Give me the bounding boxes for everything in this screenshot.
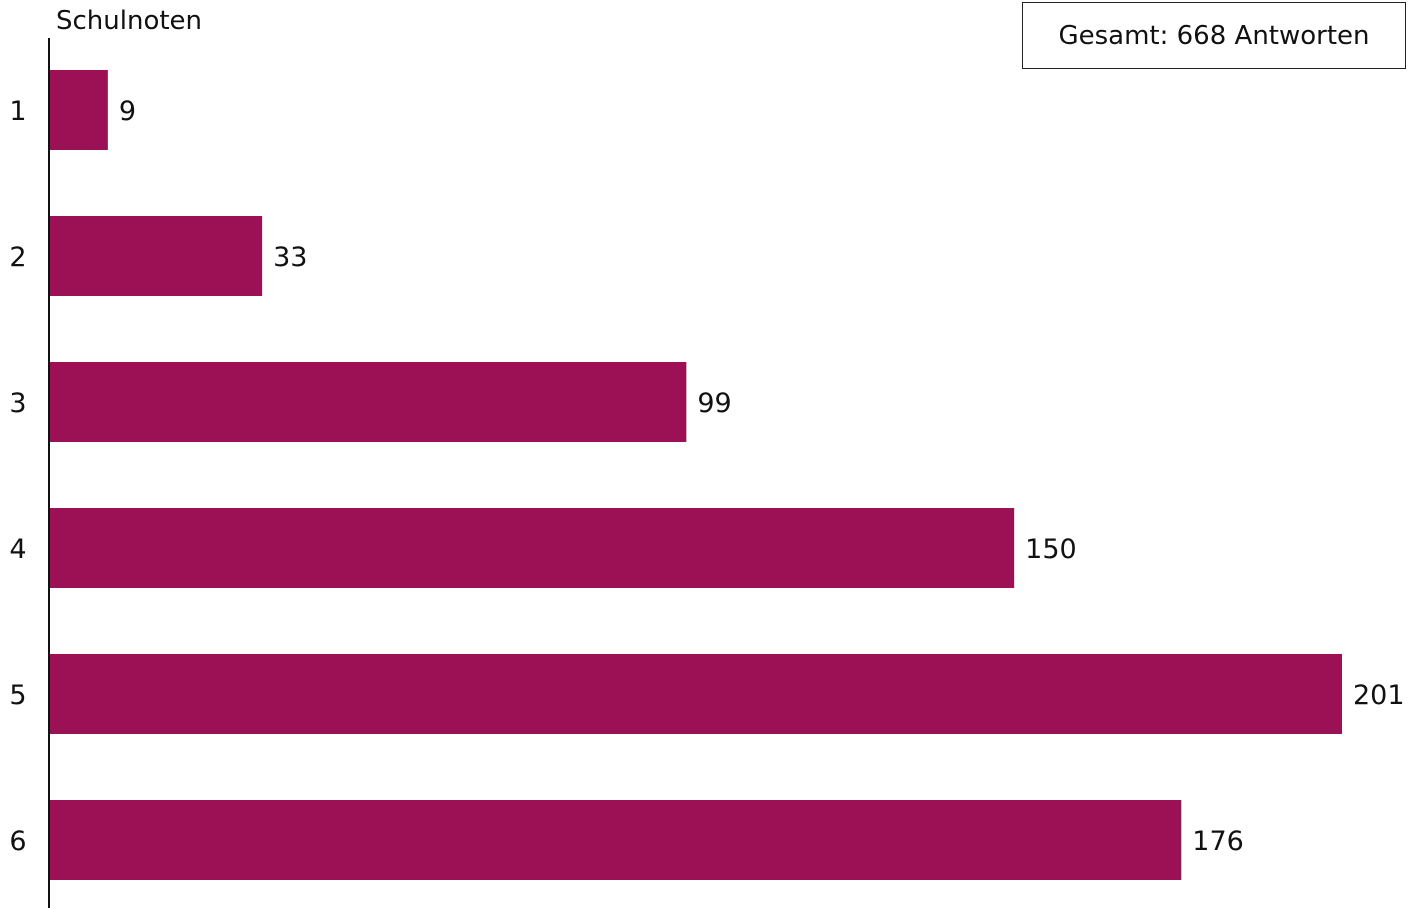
bar-4 xyxy=(50,508,1015,588)
category-label-4: 4 xyxy=(9,534,26,565)
value-label-4: 150 xyxy=(1025,534,1077,565)
category-label-3: 3 xyxy=(9,388,26,419)
value-label-6: 176 xyxy=(1192,826,1244,857)
value-label-1: 9 xyxy=(119,96,136,127)
bar-3 xyxy=(50,362,687,442)
category-label-1: 1 xyxy=(9,96,26,127)
category-label-5: 5 xyxy=(9,680,26,711)
value-label-3: 99 xyxy=(697,388,731,419)
bar-2 xyxy=(50,216,263,296)
value-label-5: 201 xyxy=(1353,680,1405,711)
bar-1 xyxy=(50,70,108,150)
value-labels-group: 9 33 99 150 201 176 xyxy=(119,96,1405,857)
value-label-2: 33 xyxy=(273,242,307,273)
y-axis-title: Schulnoten xyxy=(56,6,203,36)
bars-group xyxy=(50,70,1342,880)
bar-6 xyxy=(50,800,1182,880)
bar-5 xyxy=(50,654,1342,734)
category-label-2: 2 xyxy=(9,242,26,273)
category-label-6: 6 xyxy=(9,826,26,857)
category-labels-group: 1 2 3 4 5 6 xyxy=(9,96,26,857)
total-responses-box: Gesamt: 668 Antworten xyxy=(1022,2,1406,69)
total-responses-label: Gesamt: 668 Antworten xyxy=(1058,20,1370,51)
